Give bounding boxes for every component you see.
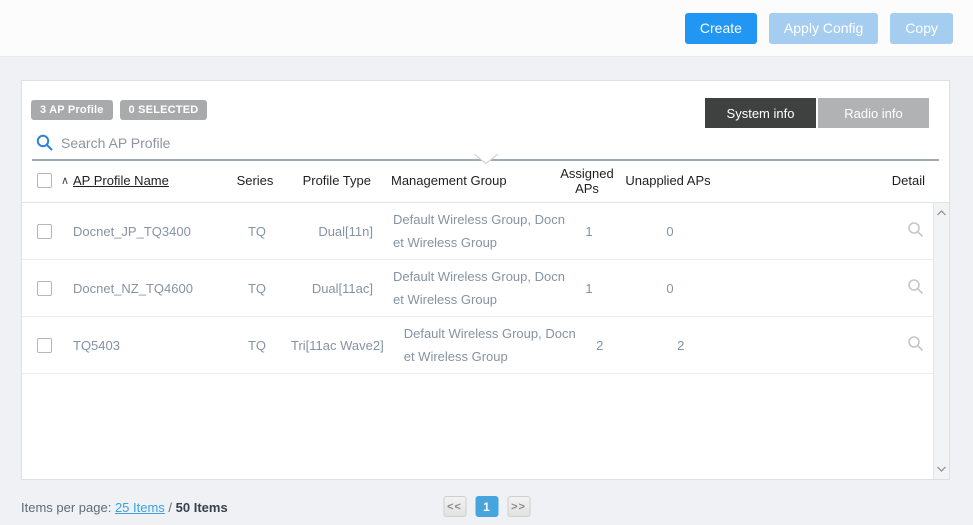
profile-count-badge: 3 AP Profile — [31, 100, 113, 120]
header-detail: Detail — [891, 173, 925, 188]
vertical-scrollbar[interactable] — [933, 203, 949, 479]
prev-page-button[interactable]: << — [443, 496, 466, 517]
tab-system-info[interactable]: System info — [705, 98, 816, 128]
cell-management-group: Default Wireless Group, Docnet Wireless … — [393, 212, 565, 250]
header-ap-profile-name[interactable]: AP Profile Name — [73, 173, 169, 188]
top-toolbar: Create Apply Config Copy — [0, 0, 973, 57]
items-per-page-label: Items per page: — [21, 500, 112, 515]
chevron-down-notch-icon[interactable] — [473, 152, 499, 170]
cell-ap-profile-name: Docnet_JP_TQ3400 — [73, 223, 191, 239]
items-total: 50 Items — [175, 500, 228, 515]
ap-profile-panel: 3 AP Profile 0 SELECTED System info Radi… — [21, 80, 950, 480]
table-row[interactable]: Docnet_JP_TQ3400 TQ Dual[11n] Default Wi… — [22, 203, 933, 260]
cell-management-group: Default Wireless Group, Docnet Wireless … — [403, 326, 576, 364]
cell-assigned-aps: 1 — [585, 223, 593, 239]
info-tabs: System info Radio info — [705, 98, 929, 128]
cell-profile-type: Dual[11n] — [318, 223, 373, 239]
table-row[interactable]: Docnet_NZ_TQ4600 TQ Dual[11ac] Default W… — [22, 260, 933, 317]
create-button[interactable]: Create — [684, 13, 757, 44]
cell-ap-profile-name: TQ5403 — [73, 337, 120, 353]
next-page-button[interactable]: >> — [507, 496, 530, 517]
cell-profile-type: Tri[11ac Wave2] — [291, 337, 384, 353]
search-bar — [32, 134, 939, 165]
header-profile-type: Profile Type — [302, 173, 371, 188]
detail-magnifier-icon[interactable] — [907, 278, 924, 295]
header-management-group: Management Group — [391, 173, 507, 188]
copy-button[interactable]: Copy — [890, 13, 953, 44]
cell-profile-type: Dual[11ac] — [311, 280, 373, 296]
cell-unapplied-aps: 2 — [677, 337, 685, 353]
page-size-link[interactable]: 25 Items — [114, 500, 165, 515]
search-icon — [36, 134, 53, 151]
select-all-checkbox[interactable] — [37, 173, 53, 188]
cell-assigned-aps: 1 — [585, 280, 593, 296]
row-checkbox[interactable] — [37, 223, 53, 239]
cell-series: TQ — [247, 337, 267, 353]
cell-assigned-aps: 2 — [596, 337, 604, 353]
sort-ascending-icon[interactable]: ∧ — [60, 175, 70, 187]
header-assigned-aps: Assigned APs — [560, 165, 614, 196]
cell-series: TQ — [247, 280, 267, 296]
cell-management-group: Default Wireless Group, Docnet Wireless … — [393, 269, 565, 307]
scroll-up-icon[interactable] — [937, 210, 946, 216]
header-series: Series — [236, 173, 274, 188]
header-unapplied-aps: Unapplied APs — [625, 173, 711, 188]
table-header-row: ∧ AP Profile Name Series Profile Type Ma… — [22, 159, 949, 203]
row-checkbox[interactable] — [37, 337, 53, 353]
cell-unapplied-aps: 0 — [666, 280, 674, 296]
scroll-down-icon[interactable] — [937, 466, 946, 472]
apply-config-button[interactable]: Apply Config — [768, 13, 879, 44]
badge-row: 3 AP Profile 0 SELECTED — [31, 100, 208, 120]
items-separator: / — [164, 500, 176, 515]
table-body: Docnet_JP_TQ3400 TQ Dual[11n] Default Wi… — [22, 203, 949, 479]
table-row[interactable]: TQ5403 TQ Tri[11ac Wave2] Default Wirele… — [22, 317, 933, 374]
selected-count-badge: 0 SELECTED — [119, 100, 208, 120]
cell-unapplied-aps: 0 — [666, 223, 674, 239]
detail-magnifier-icon[interactable] — [907, 335, 924, 352]
detail-magnifier-icon[interactable] — [907, 221, 924, 238]
search-input[interactable] — [61, 134, 939, 151]
current-page-button[interactable]: 1 — [475, 496, 498, 517]
cell-series: TQ — [247, 223, 267, 239]
pagination: << 1 >> — [443, 496, 530, 517]
tab-radio-info[interactable]: Radio info — [818, 98, 929, 128]
cell-ap-profile-name: Docnet_NZ_TQ4600 — [73, 280, 193, 296]
row-checkbox[interactable] — [37, 280, 53, 296]
items-per-page: Items per page: 25 Items / 50 Items — [21, 500, 228, 515]
